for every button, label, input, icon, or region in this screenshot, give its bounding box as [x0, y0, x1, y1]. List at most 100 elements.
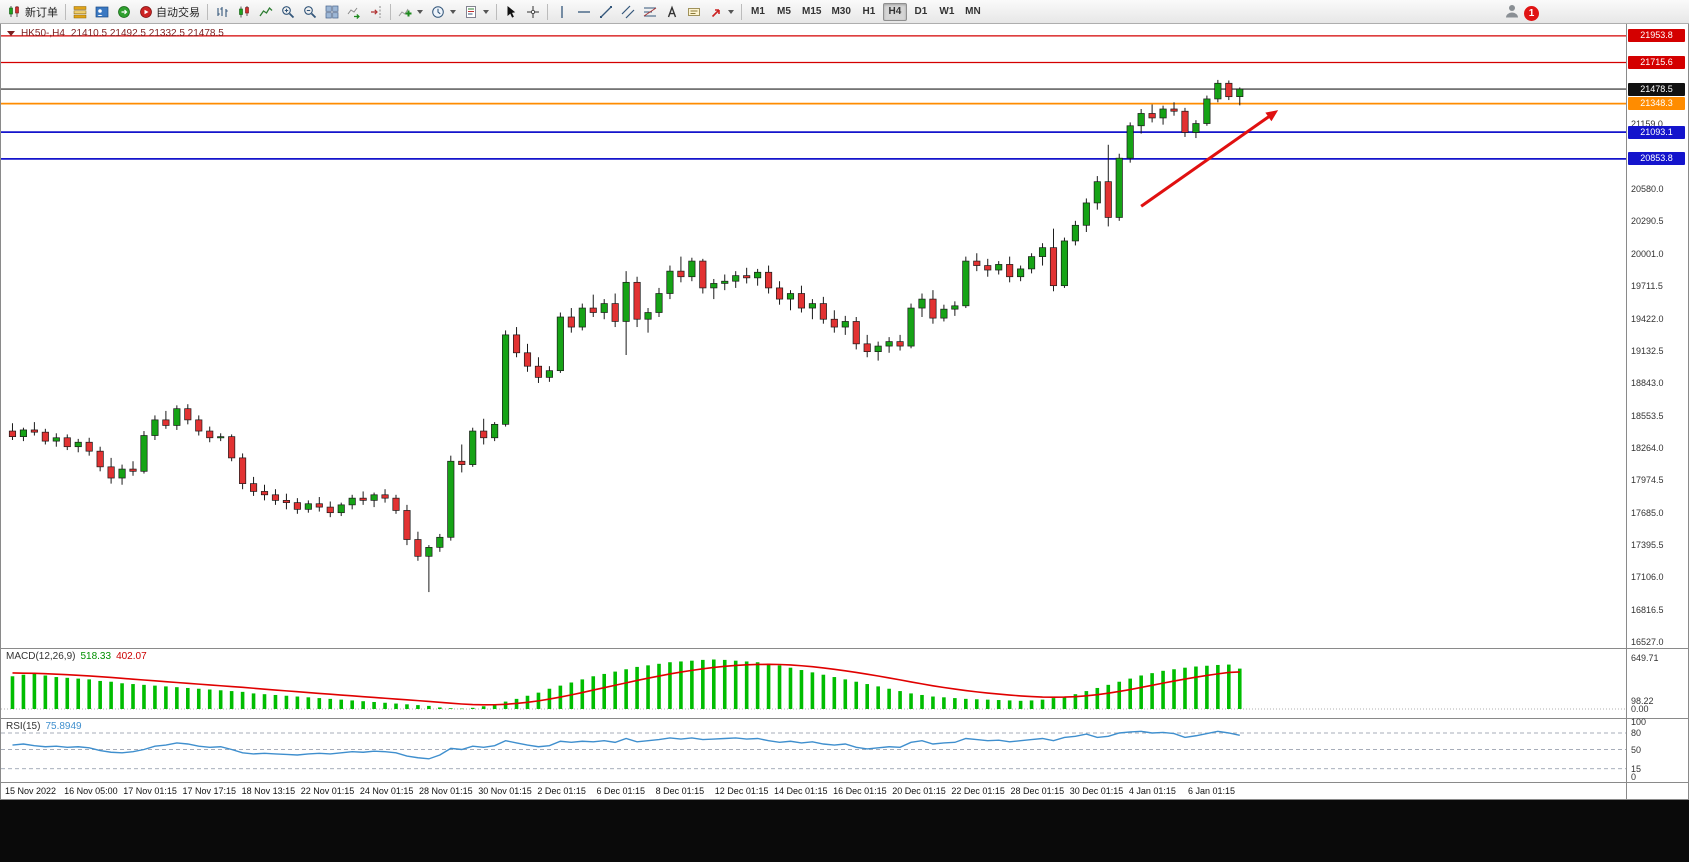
market-watch-button[interactable] — [69, 2, 91, 22]
time-axis-label: 2 Dec 01:15 — [537, 786, 586, 796]
time-axis-label: 30 Nov 01:15 — [478, 786, 532, 796]
macd-axis-label: 0.00 — [1631, 704, 1649, 714]
rsi-panel[interactable]: RSI(15) 75.8949 — [1, 718, 1626, 782]
indicators-plus-icon — [398, 5, 412, 19]
price-tick: 18553.5 — [1631, 410, 1664, 421]
periods-button[interactable] — [427, 2, 460, 22]
indicators-button[interactable] — [394, 2, 427, 22]
bar-chart-button[interactable] — [211, 2, 233, 22]
timeframe-m15-button[interactable]: M15 — [802, 6, 822, 17]
tile-windows-icon — [325, 5, 339, 19]
navigator-button[interactable] — [91, 2, 113, 22]
text-button[interactable] — [661, 2, 683, 22]
price-tick: 17395.5 — [1631, 540, 1664, 551]
time-axis-label: 20 Dec 01:15 — [892, 786, 946, 796]
cursor-button[interactable] — [500, 2, 522, 22]
dropdown-caret-icon — [417, 9, 423, 14]
axis-corner — [1627, 782, 1688, 799]
macd-panel[interactable]: MACD(12,26,9) 518.33 402.07 — [1, 648, 1626, 718]
autotrading-icon — [139, 5, 153, 19]
arrows-button[interactable] — [705, 2, 738, 22]
fibonacci-button[interactable] — [639, 2, 661, 22]
rsi-axis-label: 0 — [1631, 772, 1637, 782]
text-label-icon — [687, 5, 701, 19]
price-panel[interactable]: HK50-,H4 21410.5 21492.5 21332.5 21478.5 — [1, 24, 1626, 648]
time-axis-label: 30 Dec 01:15 — [1069, 786, 1124, 796]
horizontal-line-button[interactable] — [573, 2, 595, 22]
time-axis-label: 28 Nov 01:15 — [419, 786, 473, 796]
timeframe-m5-button[interactable]: M5 — [777, 6, 791, 17]
level-price-tag: 21093.1 — [1628, 125, 1685, 139]
level-price-tag: 21715.6 — [1628, 56, 1685, 69]
timeframe-mn-button[interactable]: MN — [965, 6, 981, 17]
toolbar-separator — [741, 3, 742, 20]
price-tick: 17106.0 — [1631, 572, 1664, 583]
timeframe-d1-button[interactable]: D1 — [914, 6, 928, 17]
timeframe-h4-button[interactable]: H4 — [882, 2, 907, 21]
time-axis-label: 22 Nov 01:15 — [300, 786, 355, 796]
tile-windows-button[interactable] — [321, 2, 343, 22]
timeframe-h1-button[interactable]: H1 — [862, 6, 876, 17]
channel-icon — [621, 5, 635, 19]
toolbar-separator — [496, 3, 497, 20]
timeframe-w1-button[interactable]: W1 — [939, 6, 955, 17]
vertical-line-button[interactable] — [551, 2, 573, 22]
horizontal-line-icon — [577, 5, 591, 19]
macd-main-value: 518.33 — [80, 651, 112, 662]
auto-scroll-button[interactable] — [343, 2, 365, 22]
fibonacci-icon — [643, 5, 657, 19]
zoom-in-icon — [281, 5, 295, 19]
autotrading-button[interactable]: 自动交易 — [135, 2, 204, 22]
trendline-button[interactable] — [595, 2, 617, 22]
text-label-button[interactable] — [683, 2, 705, 22]
rsi-axis-label: 50 — [1631, 744, 1642, 755]
price-axis[interactable]: 21159.0 20580.0 20290.5 20001.0 19711.5 19422… — [1626, 24, 1688, 799]
crosshair-button[interactable] — [522, 2, 544, 22]
zoom-out-button[interactable] — [299, 2, 321, 22]
time-axis-label: 4 Jan 01:15 — [1128, 786, 1176, 796]
price-tick: 20580.0 — [1631, 184, 1664, 194]
autotrading-label: 自动交易 — [156, 6, 200, 19]
user-icon[interactable] — [1504, 3, 1520, 24]
plot-column: HK50-,H4 21410.5 21492.5 21332.5 21478.5… — [1, 24, 1626, 799]
zoom-out-icon — [303, 5, 317, 19]
current-price-tag: 21478.5 — [1628, 82, 1685, 96]
timeframe-m30-button[interactable]: M30 — [831, 6, 851, 17]
time-axis-label: 15 Nov 2022 — [5, 786, 57, 796]
channel-button[interactable] — [617, 2, 639, 22]
crosshair-icon — [526, 5, 540, 19]
time-axis[interactable]: 15 Nov 2022 16 Nov 05:00 17 Nov 01:15 17 No… — [1, 782, 1626, 799]
candlestick-chart-button[interactable] — [233, 2, 255, 22]
rsi-canvas[interactable] — [1, 719, 1626, 782]
templates-button[interactable] — [460, 2, 493, 22]
rsi-axis-label: 100 — [1631, 717, 1647, 727]
price-chart-canvas[interactable] — [1, 24, 1626, 648]
macd-axis[interactable]: 649.71 98.22 0.00 — [1627, 648, 1688, 718]
timeframe-m1-button[interactable]: M1 — [751, 6, 765, 17]
chart-window: HK50-,H4 21410.5 21492.5 21332.5 21478.5… — [0, 24, 1689, 800]
price-tick: 17974.5 — [1631, 475, 1664, 486]
periods-clock-icon — [431, 5, 445, 19]
price-tick: 16816.5 — [1631, 604, 1664, 615]
price-tick: 19711.5 — [1631, 281, 1663, 292]
toolbar-separator — [547, 3, 548, 20]
price-tick: 19422.0 — [1631, 313, 1664, 324]
price-tick: 19132.5 — [1631, 345, 1664, 356]
zoom-in-button[interactable] — [277, 2, 299, 22]
line-chart-button[interactable] — [255, 2, 277, 22]
rsi-axis[interactable]: 100 80 50 15 0 — [1627, 717, 1688, 782]
terminal-button[interactable] — [113, 2, 135, 22]
price-axis-main[interactable]: 21159.0 20580.0 20290.5 20001.0 19711.5 19422… — [1627, 24, 1688, 648]
terminal-icon — [117, 5, 131, 19]
new-order-button[interactable]: 新订单 — [4, 2, 62, 22]
chart-shift-button[interactable] — [365, 2, 387, 22]
macd-axis-label: 98.22 — [1631, 696, 1654, 707]
rsi-value: 75.8949 — [45, 721, 82, 732]
chart-title: HK50-,H4 21410.5 21492.5 21332.5 21478.5 — [7, 28, 224, 39]
trendline-icon — [599, 5, 613, 19]
macd-label: MACD(12,26,9) 518.33 402.07 — [6, 651, 147, 662]
price-tick: 16527.0 — [1631, 637, 1664, 648]
macd-canvas[interactable] — [1, 649, 1626, 718]
price-tick: 21159.0 — [1631, 119, 1663, 130]
notification-badge[interactable]: 1 — [1524, 6, 1539, 21]
